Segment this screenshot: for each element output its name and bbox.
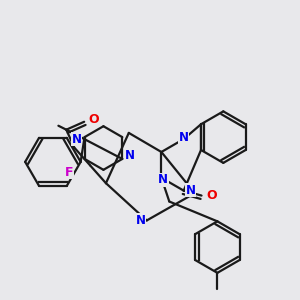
Text: N: N bbox=[72, 133, 82, 146]
Text: O: O bbox=[89, 113, 99, 126]
Text: N: N bbox=[136, 214, 146, 227]
Text: F: F bbox=[64, 166, 73, 178]
Text: N: N bbox=[179, 130, 189, 144]
Text: N: N bbox=[125, 149, 135, 162]
Text: N: N bbox=[186, 184, 196, 197]
Text: O: O bbox=[206, 189, 217, 202]
Text: N: N bbox=[158, 173, 168, 186]
